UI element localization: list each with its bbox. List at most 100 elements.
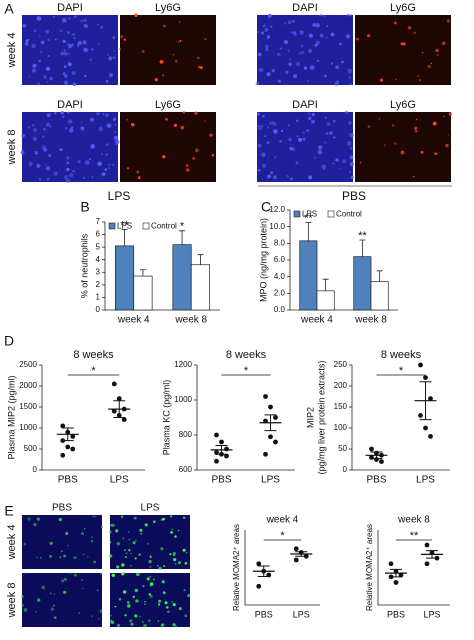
micrograph-spot bbox=[414, 126, 418, 130]
micrograph-spot bbox=[135, 600, 137, 602]
micrograph-spot bbox=[262, 25, 265, 28]
micrograph-spot bbox=[265, 48, 269, 52]
panel-label: C bbox=[261, 199, 271, 215]
micrograph-spot bbox=[120, 35, 124, 39]
micrograph-spot bbox=[108, 167, 110, 170]
group-label: PBS bbox=[342, 189, 366, 203]
micrograph-spot bbox=[332, 162, 335, 165]
micrograph-spot bbox=[124, 614, 127, 617]
micrograph-spot bbox=[98, 126, 103, 132]
micrograph-spot bbox=[255, 81, 260, 86]
micrograph-spot bbox=[65, 178, 71, 183]
micrograph-spot bbox=[125, 556, 127, 559]
micrograph-spot bbox=[77, 159, 81, 164]
data-point bbox=[428, 396, 433, 401]
image-header: Ly6G bbox=[155, 2, 181, 14]
micrograph-spot bbox=[112, 163, 115, 166]
micrograph-spot bbox=[256, 124, 259, 127]
micrograph-spot bbox=[158, 566, 162, 571]
legend-label: LPS bbox=[302, 210, 317, 219]
significance-label: * bbox=[91, 365, 96, 377]
micrograph-spot bbox=[149, 594, 153, 598]
micrograph-spot bbox=[430, 62, 433, 65]
error-bar bbox=[197, 254, 204, 265]
micrograph-spot bbox=[312, 23, 317, 27]
micrograph-spot bbox=[136, 572, 140, 576]
axis-line bbox=[351, 365, 450, 471]
sem-bar bbox=[419, 381, 432, 421]
data-point bbox=[256, 561, 262, 567]
micrograph-spot bbox=[419, 79, 421, 81]
y-tick-label: 150 bbox=[334, 402, 348, 411]
micrograph-spot bbox=[72, 82, 77, 87]
y-axis-label: (pg/mg liver protein extracts) bbox=[316, 360, 326, 474]
micrograph-spot bbox=[101, 172, 106, 177]
micrograph-spot bbox=[271, 121, 274, 124]
data-point bbox=[70, 446, 76, 452]
micrograph-spot bbox=[46, 81, 49, 83]
micrograph-spot bbox=[293, 32, 297, 36]
micrograph-spot bbox=[143, 623, 147, 628]
micrograph bbox=[355, 15, 451, 85]
image-header: DAPI bbox=[57, 2, 83, 14]
micrograph-spot bbox=[92, 515, 95, 518]
micrograph-spot bbox=[105, 153, 108, 156]
sem-bar bbox=[215, 445, 228, 455]
data-point bbox=[424, 542, 430, 548]
micrograph-spot bbox=[415, 118, 418, 121]
micrograph-spot bbox=[209, 133, 213, 137]
micrograph-spot bbox=[349, 146, 353, 150]
micrograph-spot bbox=[105, 113, 109, 118]
micrograph-spot bbox=[50, 607, 55, 611]
micrograph-spot bbox=[77, 45, 80, 47]
micrograph-spot bbox=[338, 167, 341, 170]
micrograph-spot bbox=[115, 529, 119, 533]
micrograph-spot bbox=[147, 543, 149, 545]
data-point bbox=[293, 546, 299, 552]
legend-label: Control bbox=[151, 222, 177, 231]
data-point bbox=[121, 417, 127, 422]
y-tick-label: 3 bbox=[96, 267, 101, 276]
micrograph-spot bbox=[333, 136, 336, 139]
micrograph-spot bbox=[383, 144, 386, 147]
significance-label: * bbox=[180, 221, 185, 233]
micrograph bbox=[120, 15, 216, 85]
error-bar bbox=[139, 269, 146, 277]
micrograph-spot bbox=[178, 21, 181, 23]
micrograph-spot bbox=[170, 515, 173, 518]
micrograph-spot bbox=[108, 554, 113, 558]
micrograph-spot bbox=[123, 572, 125, 574]
micrograph-spot bbox=[414, 130, 418, 133]
significance-label: * bbox=[244, 365, 249, 377]
micrograph-spot bbox=[41, 585, 45, 590]
micrograph-spot bbox=[128, 538, 130, 541]
micrograph-spot bbox=[163, 565, 166, 568]
micrograph-spot bbox=[114, 605, 117, 608]
micrograph-spot bbox=[36, 82, 40, 86]
micrograph-spot bbox=[68, 17, 71, 20]
micrograph-spot bbox=[420, 150, 424, 154]
sem-bar bbox=[113, 400, 126, 418]
micrograph-spot bbox=[71, 71, 76, 76]
micrograph-spot bbox=[116, 565, 120, 569]
x-tick-label: LPS bbox=[261, 475, 280, 486]
y-tick-label: 6 bbox=[96, 230, 101, 239]
micrograph-spot bbox=[341, 60, 344, 64]
micrograph-spot bbox=[123, 590, 127, 594]
sem-bar bbox=[370, 451, 383, 460]
micrograph-spot bbox=[326, 122, 331, 126]
micrograph-spot bbox=[112, 117, 116, 121]
micrograph-spot bbox=[62, 115, 65, 118]
sem-bar bbox=[61, 427, 74, 442]
micrograph-spot bbox=[286, 175, 289, 178]
image-header: LPS bbox=[141, 503, 160, 514]
sem-bar bbox=[390, 568, 402, 578]
micrograph-spot bbox=[35, 152, 38, 155]
micrograph-spot bbox=[195, 148, 199, 152]
micrograph-spot bbox=[64, 74, 68, 78]
micrograph-spot bbox=[273, 175, 277, 180]
micrograph-spot bbox=[53, 604, 56, 607]
micrograph-spot bbox=[67, 545, 69, 547]
micrograph-spot bbox=[46, 122, 51, 127]
data-point bbox=[268, 434, 273, 440]
